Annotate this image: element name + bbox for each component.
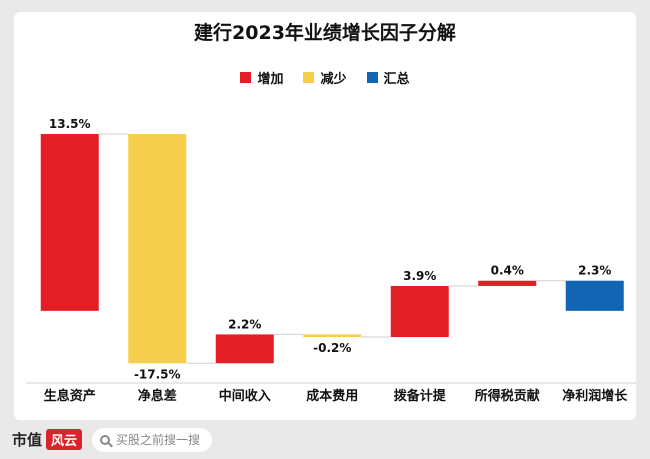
chart-legend: 增加 减少 汇总 [14, 68, 636, 87]
category-label-1: 净息差 [138, 388, 177, 404]
bar-1 [128, 134, 187, 364]
category-label-4: 拨备计提 [394, 388, 447, 404]
legend-swatch-increase [240, 72, 252, 83]
legend-item-total: 汇总 [366, 68, 410, 87]
brand-mark: 风云 [46, 429, 83, 450]
category-label-5: 所得税贡献 [475, 388, 540, 404]
legend-item-increase: 增加 [240, 68, 283, 87]
category-label-2: 中间收入 [219, 388, 271, 404]
bar-6 [565, 280, 624, 311]
legend-label-increase: 增加 [257, 72, 284, 87]
bar-2 [215, 334, 274, 364]
category-label-3: 成本费用 [306, 388, 358, 404]
category-label-0: 生息资产 [44, 388, 96, 404]
bar-4 [390, 285, 449, 338]
legend-label-decrease: 减少 [320, 72, 347, 87]
legend-swatch-total [366, 72, 378, 83]
waterfall-chart: 13.5% 生息资产 -17.5% 净息差 2.2% 中间收入 -0.2% 成本费用 3.9% 拨… [26, 117, 636, 404]
search-placeholder: 买股之前搜一搜 [116, 433, 201, 447]
legend-swatch-decrease [303, 72, 315, 83]
data-label-1: -17.5% [134, 367, 181, 381]
bar-0 [40, 134, 99, 311]
data-label-4: 3.9% [403, 269, 436, 283]
brand-name: 市值 [12, 431, 43, 449]
data-label-0: 13.5% [49, 117, 91, 131]
chart-card: 建行2023年业绩增长因子分解 增加 减少 汇总 13.5% 生息资产 -17.5%… [14, 12, 636, 420]
bar-5 [478, 280, 537, 286]
bar-3 [303, 334, 362, 338]
chart-title: 建行2023年业绩增长因子分解 [194, 22, 456, 44]
legend-label-total: 汇总 [383, 72, 410, 87]
data-label-6: 2.3% [578, 264, 611, 278]
search-icon [100, 434, 111, 445]
data-label-2: 2.2% [228, 317, 261, 331]
legend-item-decrease: 减少 [303, 68, 347, 87]
footer-bar: 市值 风云 买股之前搜一搜 [0, 420, 650, 459]
category-label-6: 净利润增长 [562, 388, 628, 404]
data-label-5: 0.4% [491, 264, 524, 278]
brand-logo: 市值 风云 [12, 429, 83, 450]
data-label-3: -0.2% [313, 341, 351, 355]
search-box[interactable]: 买股之前搜一搜 [92, 427, 213, 452]
